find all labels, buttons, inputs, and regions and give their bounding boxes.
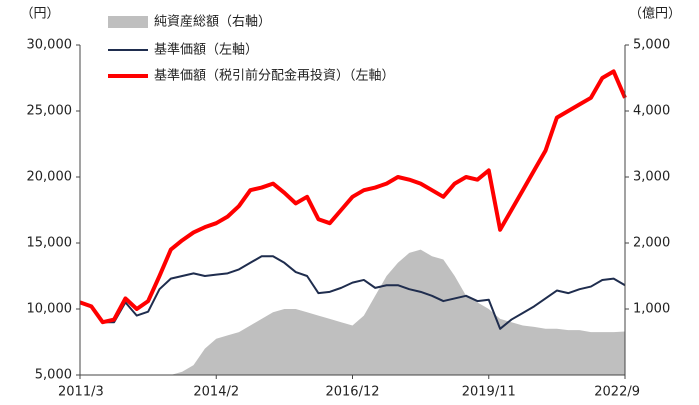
- legend-label: 基準価額（税引前分配金再投資）（左軸）: [154, 68, 395, 84]
- line: [79, 255, 626, 330]
- y2-tick-label: 3,000: [633, 170, 670, 185]
- y-tick-label: 15,000: [27, 236, 73, 251]
- y-tick-label: 25,000: [27, 104, 73, 119]
- legend-swatch: [108, 16, 148, 28]
- y-tick-label: 10,000: [27, 302, 73, 317]
- line: [79, 69, 627, 325]
- x-tick-label: 2019/11: [462, 385, 516, 400]
- y2-tick-label: 5,000: [633, 38, 670, 53]
- legend-label: 純資産総額（右軸）: [154, 14, 271, 30]
- legend-label: 基準価額（左軸）: [154, 42, 258, 58]
- y2-axis-label: （億円）: [629, 6, 681, 22]
- x-tick-label: 2022/9: [594, 385, 640, 400]
- y2-tick-label: 4,000: [633, 104, 670, 119]
- y-tick-label: 30,000: [27, 38, 73, 53]
- area: [80, 249, 625, 375]
- y2-tick-label: 1,000: [633, 302, 670, 317]
- x-tick-label: 2011/3: [58, 385, 104, 400]
- x-tick-label: 2014/2: [193, 385, 239, 400]
- y2-tick-label: 2,000: [633, 236, 670, 251]
- y-axis-label: （円）: [20, 7, 59, 22]
- y-tick-label: 5,000: [35, 368, 72, 383]
- y-tick-label: 20,000: [27, 170, 73, 185]
- x-tick-label: 2016/12: [325, 385, 379, 400]
